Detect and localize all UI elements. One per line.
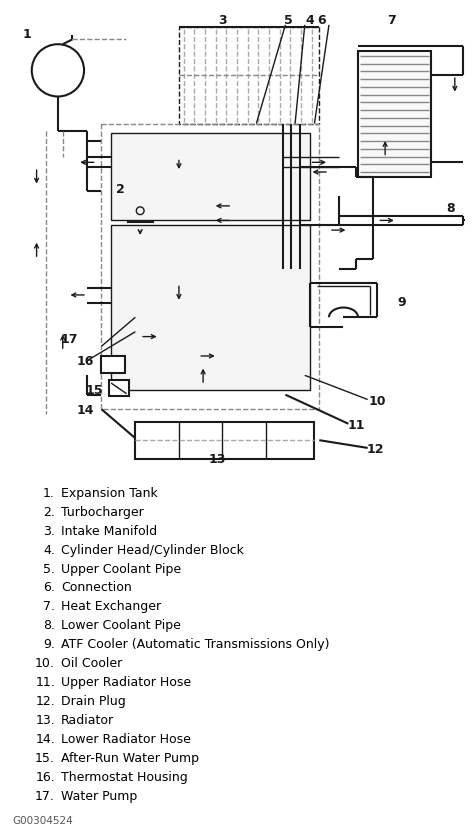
Text: 5: 5 [284, 14, 292, 28]
Text: 12: 12 [367, 444, 384, 456]
Text: 14: 14 [76, 404, 94, 417]
Bar [358, 51, 431, 177]
Text: 3.: 3. [43, 525, 55, 538]
Text: 8.: 8. [43, 620, 55, 632]
Text: G00304524: G00304524 [12, 816, 73, 826]
Text: Radiator: Radiator [61, 714, 114, 727]
Text: 17: 17 [61, 333, 78, 346]
Text: 10: 10 [369, 395, 386, 408]
Text: After-Run Water Pump: After-Run Water Pump [61, 751, 199, 765]
Text: 14.: 14. [35, 733, 55, 746]
Text: Connection: Connection [61, 581, 132, 595]
Text: 4.: 4. [43, 544, 55, 556]
Text: 7.: 7. [43, 600, 55, 613]
Text: Upper Coolant Pipe: Upper Coolant Pipe [61, 562, 181, 575]
Text: 5.: 5. [43, 562, 55, 575]
Text: 1.: 1. [43, 487, 55, 500]
Text: Upper Radiator Hose: Upper Radiator Hose [61, 676, 191, 689]
Bar [179, 27, 319, 123]
Text: 17.: 17. [35, 790, 55, 802]
Text: ATF Cooler (Automatic Transmissions Only): ATF Cooler (Automatic Transmissions Only… [61, 638, 329, 651]
Bar [128, 199, 153, 223]
Text: 11: 11 [347, 420, 365, 432]
Text: Water Pump: Water Pump [61, 790, 137, 802]
Text: 10.: 10. [35, 657, 55, 671]
Bar [136, 422, 314, 459]
Text: 15: 15 [86, 384, 103, 397]
Bar [109, 380, 128, 395]
Text: Lower Radiator Hose: Lower Radiator Hose [61, 733, 191, 746]
Text: Intake Manifold: Intake Manifold [61, 525, 157, 538]
Text: 6: 6 [317, 14, 326, 28]
Text: 13.: 13. [35, 714, 55, 727]
Text: 8: 8 [446, 203, 455, 215]
Text: 11.: 11. [35, 676, 55, 689]
Text: 16: 16 [76, 355, 94, 369]
Text: Heat Exchanger: Heat Exchanger [61, 600, 161, 613]
Text: Expansion Tank: Expansion Tank [61, 487, 158, 500]
Text: 15.: 15. [35, 751, 55, 765]
Text: Cylinder Head/Cylinder Block: Cylinder Head/Cylinder Block [61, 544, 244, 556]
Text: 16.: 16. [35, 771, 55, 784]
Text: 9.: 9. [43, 638, 55, 651]
Text: Lower Coolant Pipe: Lower Coolant Pipe [61, 620, 181, 632]
Text: 1: 1 [23, 28, 31, 41]
Text: 2.: 2. [43, 505, 55, 519]
Bar [101, 123, 319, 409]
Text: Thermostat Housing: Thermostat Housing [61, 771, 188, 784]
Bar [111, 225, 310, 389]
Text: 6.: 6. [43, 581, 55, 595]
Bar [111, 133, 310, 220]
Text: Oil Cooler: Oil Cooler [61, 657, 122, 671]
Text: 13: 13 [209, 453, 226, 466]
Text: 4: 4 [305, 14, 314, 28]
Text: 3: 3 [218, 14, 227, 28]
Text: 9: 9 [397, 296, 406, 309]
Text: Turbocharger: Turbocharger [61, 505, 144, 519]
Text: 2: 2 [117, 183, 125, 196]
Text: Drain Plug: Drain Plug [61, 695, 126, 708]
Text: 12.: 12. [35, 695, 55, 708]
Bar [101, 356, 125, 374]
Text: 7: 7 [388, 14, 396, 28]
